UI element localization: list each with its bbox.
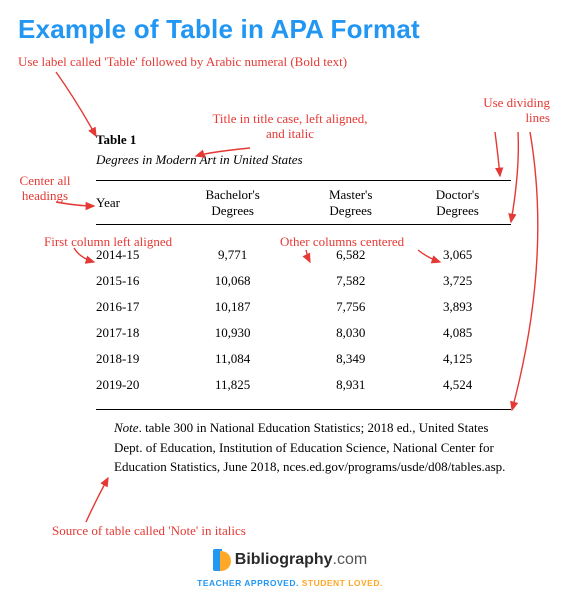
annotation-source: Source of table called 'Note' in italics	[52, 524, 352, 539]
table-cell: 8,030	[297, 320, 404, 346]
page-title: Example of Table in APA Format	[0, 0, 580, 49]
table-cell: 4,125	[404, 346, 511, 372]
table-cell: 10,187	[168, 294, 297, 320]
table-row: 2014-159,7716,5823,065	[96, 225, 511, 269]
table-row: 2016-1710,1877,7563,893	[96, 294, 511, 320]
table-cell: 11,825	[168, 372, 297, 410]
annotation-center-headings: Center all headings	[6, 174, 84, 204]
col-header: Master'sDegrees	[297, 181, 404, 225]
note-text: . table 300 in National Education Statis…	[114, 420, 505, 474]
table-cell: 3,893	[404, 294, 511, 320]
table-header-row: Year Bachelor'sDegrees Master'sDegrees D…	[96, 181, 511, 225]
table-row: 2019-2011,8258,9314,524	[96, 372, 511, 410]
table-cell: 2014-15	[96, 225, 168, 269]
data-table: Year Bachelor'sDegrees Master'sDegrees D…	[96, 180, 511, 410]
table-cell: 3,065	[404, 225, 511, 269]
note-label: Note	[114, 420, 139, 435]
table-cell: 2016-17	[96, 294, 168, 320]
tagline: TEACHER APPROVED. STUDENT LOVED.	[0, 578, 580, 588]
table-cell: 4,085	[404, 320, 511, 346]
table-cell: 4,524	[404, 372, 511, 410]
apa-table-block: Table 1 Degrees in Modern Art in United …	[96, 132, 511, 477]
table-row: 2018-1911,0848,3494,125	[96, 346, 511, 372]
brand-name: Bibliography.com	[235, 551, 367, 569]
table-cell: 2018-19	[96, 346, 168, 372]
table-cell: 10,930	[168, 320, 297, 346]
col-header: Bachelor'sDegrees	[168, 181, 297, 225]
footer: Bibliography.com TEACHER APPROVED. STUDE…	[0, 549, 580, 588]
table-cell: 11,084	[168, 346, 297, 372]
table-cell: 2015-16	[96, 268, 168, 294]
table-cell: 10,068	[168, 268, 297, 294]
table-row: 2017-1810,9308,0304,085	[96, 320, 511, 346]
annotation-dividing: Use dividing lines	[460, 96, 550, 126]
table-cell: 3,725	[404, 268, 511, 294]
table-cell: 6,582	[297, 225, 404, 269]
table-cell: 8,931	[297, 372, 404, 410]
table-cell: 2019-20	[96, 372, 168, 410]
table-note: Note. table 300 in National Education St…	[96, 418, 511, 477]
table-cell: 8,349	[297, 346, 404, 372]
table-cell: 2017-18	[96, 320, 168, 346]
table-cell: 9,771	[168, 225, 297, 269]
table-cell: 7,582	[297, 268, 404, 294]
logo-icon	[213, 549, 231, 571]
table-cell: 7,756	[297, 294, 404, 320]
table-title: Degrees in Modern Art in United States	[96, 152, 511, 168]
annotation-label: Use label called 'Table' followed by Ara…	[18, 55, 418, 70]
col-header: Year	[96, 181, 168, 225]
table-label: Table 1	[96, 132, 511, 148]
table-row: 2015-1610,0687,5823,725	[96, 268, 511, 294]
col-header: Doctor'sDegrees	[404, 181, 511, 225]
